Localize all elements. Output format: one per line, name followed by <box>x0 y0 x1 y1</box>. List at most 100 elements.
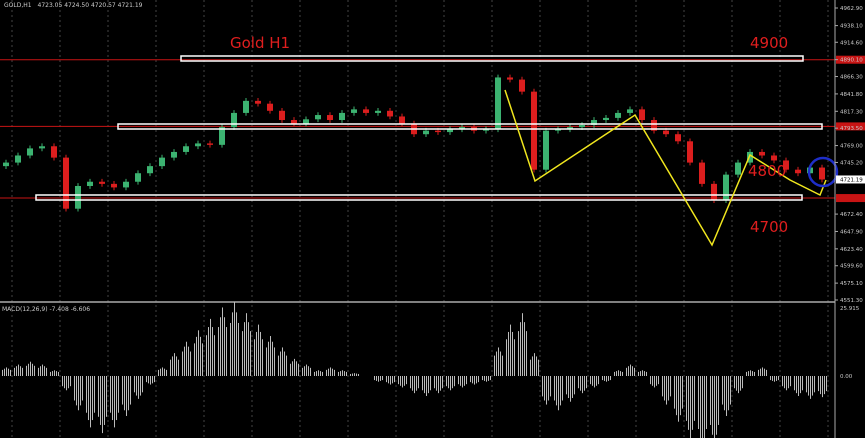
macd-bar <box>488 376 489 381</box>
macd-bar <box>574 376 575 395</box>
macd-bar <box>102 376 103 434</box>
macd-bar <box>686 376 687 421</box>
macd-bar <box>314 371 315 376</box>
macd-bar <box>152 376 153 384</box>
macd-bar <box>272 341 273 376</box>
macd-tick-label: 25.915 <box>840 306 860 312</box>
macd-bar <box>224 317 225 376</box>
macd-bar <box>626 367 627 376</box>
macd-bar <box>436 376 437 391</box>
macd-bar <box>724 376 725 411</box>
macd-bar <box>598 376 599 385</box>
macd-bar <box>316 371 317 376</box>
macd-bar <box>176 356 177 376</box>
macd-bar <box>490 376 491 381</box>
macd-bar <box>748 371 749 376</box>
macd-bar <box>46 367 47 376</box>
macd-bar <box>452 376 453 389</box>
candle <box>711 183 717 201</box>
macd-bar <box>486 376 487 382</box>
candle <box>63 157 69 209</box>
macd-bar <box>556 376 557 406</box>
macd-bar <box>670 376 671 397</box>
macd-bar <box>160 368 161 376</box>
macd-bar <box>746 371 747 376</box>
macd-bar <box>692 376 693 430</box>
macd-bar <box>110 376 111 413</box>
candle <box>483 129 489 131</box>
macd-bar <box>320 371 321 376</box>
macd-bar <box>86 376 87 413</box>
current-price-tag <box>836 175 865 184</box>
macd-bar <box>702 376 703 438</box>
macd-bar <box>628 366 629 376</box>
macd-bar <box>356 373 357 376</box>
macd-bar <box>674 376 675 409</box>
macd-bar <box>530 359 531 376</box>
macd-bar <box>94 376 95 413</box>
macd-bar <box>566 376 567 395</box>
macd-bar <box>64 376 65 389</box>
macd-bar <box>330 367 331 376</box>
macd-bar <box>10 369 11 376</box>
macd-bar <box>98 376 99 417</box>
macd-bar <box>374 376 375 381</box>
macd-bar <box>682 376 683 409</box>
macd-bar <box>560 376 561 406</box>
macd-bar <box>414 376 415 394</box>
macd-bar <box>784 376 785 389</box>
macd-bar <box>182 351 183 376</box>
macd-bar <box>52 371 53 376</box>
candle <box>327 115 333 121</box>
macd-bar <box>812 376 813 396</box>
macd-bar <box>824 376 825 395</box>
macd-bar <box>580 376 581 391</box>
price-tick-label: 4841.80 <box>840 92 863 98</box>
macd-bar <box>426 376 427 396</box>
macd-bar <box>270 336 271 376</box>
macd-bar <box>760 368 761 376</box>
macd-bar <box>140 376 141 396</box>
candle <box>195 143 201 147</box>
macd-bar <box>640 371 641 376</box>
box-4700 <box>35 194 803 201</box>
candle <box>555 129 561 131</box>
macd-bar <box>260 331 261 376</box>
price-tick-label: 4769.00 <box>840 144 863 150</box>
level-lines <box>0 55 865 203</box>
macd-bar <box>68 376 69 389</box>
macd-bar <box>472 376 473 384</box>
macd-bar <box>416 376 417 391</box>
level-price-tag <box>836 55 865 64</box>
macd-bar <box>800 376 801 394</box>
candle <box>675 134 681 142</box>
macd-bar <box>578 376 579 389</box>
macd-bar <box>298 363 299 376</box>
macd-bar <box>750 370 751 376</box>
macd-bar <box>718 376 719 425</box>
macd-bar <box>332 368 333 376</box>
macd-bar <box>442 376 443 389</box>
macd-bar <box>700 376 701 438</box>
macd-bar <box>658 376 659 385</box>
macd-bar <box>722 376 723 405</box>
macd-bar <box>502 355 503 376</box>
macd-bar <box>226 327 227 376</box>
macd-bar <box>572 376 573 399</box>
macd-bar <box>394 376 395 383</box>
macd-bar <box>26 365 27 376</box>
price-axis[interactable]: 4962.90 4938.10 4914.60 4890.10 4866.30 4841.… <box>835 6 865 380</box>
macd-bar <box>688 376 689 430</box>
macd-bar <box>106 376 107 417</box>
macd-bar <box>122 376 123 405</box>
macd-bar <box>614 371 615 376</box>
macd-bar <box>398 376 399 385</box>
macd-bar <box>470 376 471 383</box>
macd-bar <box>404 376 405 386</box>
macd-bar <box>652 376 653 386</box>
macd-bar <box>274 347 275 376</box>
macd-bar <box>112 376 113 421</box>
macd-bar <box>762 367 763 376</box>
macd-bar <box>752 371 753 376</box>
